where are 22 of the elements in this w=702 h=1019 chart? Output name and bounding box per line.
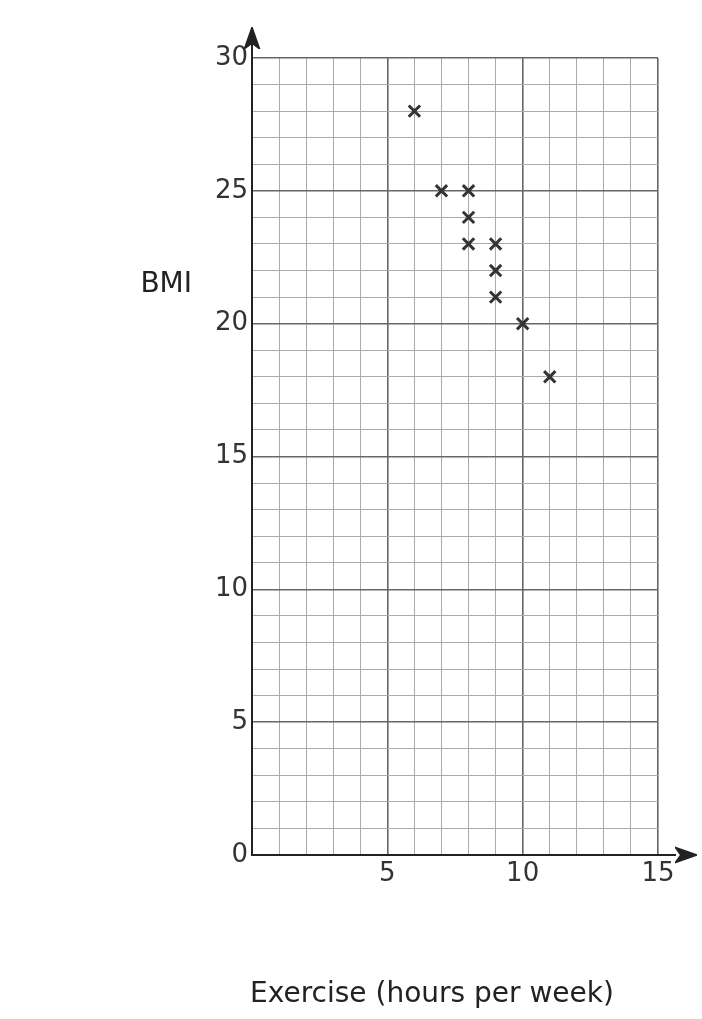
y-tick-label: 25 <box>214 173 248 204</box>
y-tick-label: 15 <box>214 439 248 470</box>
point <box>407 103 422 119</box>
x-tick-label: 15 <box>641 857 675 888</box>
point <box>461 183 476 198</box>
point <box>461 210 476 225</box>
y-tick-label: 5 <box>231 704 248 735</box>
y-tick-label: 10 <box>214 572 248 603</box>
y-axis-title: BMI <box>140 266 192 300</box>
point <box>515 316 530 331</box>
y-tick-label: 20 <box>214 306 248 337</box>
point <box>488 263 503 278</box>
point <box>488 289 503 305</box>
y-tick-label: 30 <box>214 40 248 71</box>
point <box>461 236 476 252</box>
point <box>488 236 503 252</box>
x-tick-label: 5 <box>379 857 396 888</box>
x-axis-title: Exercise (hours per week) <box>250 976 614 1010</box>
point <box>434 183 449 198</box>
x-tick-label: 10 <box>506 857 540 888</box>
y-tick-label: 0 <box>231 837 248 868</box>
point <box>542 369 557 384</box>
